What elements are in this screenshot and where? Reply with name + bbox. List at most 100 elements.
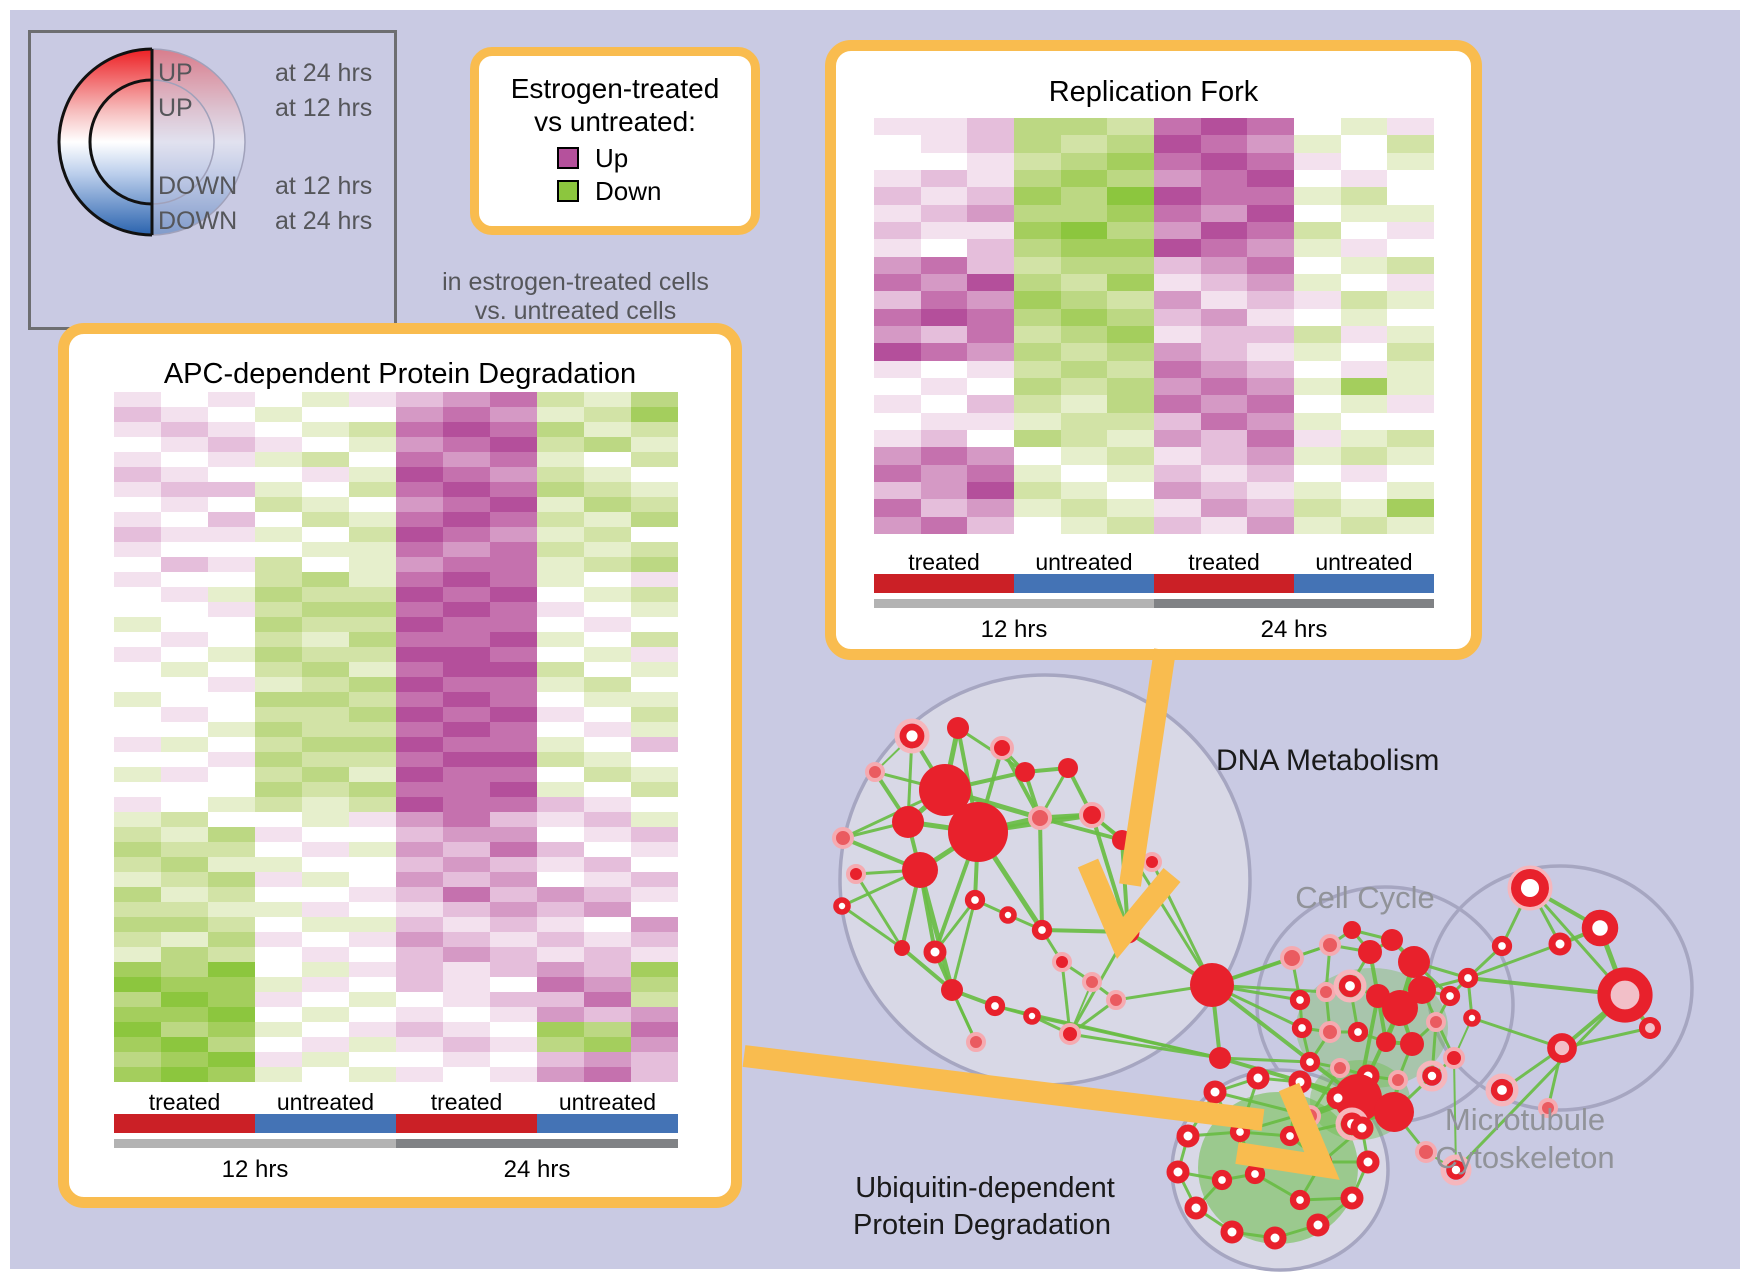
heatmap-cell — [208, 392, 255, 407]
heatmap-cell — [114, 782, 161, 797]
heatmap-cell — [920, 395, 968, 413]
heatmap-cell — [114, 572, 161, 587]
heatmap-cell — [490, 932, 537, 947]
heatmap-cell — [443, 587, 490, 602]
heatmap-cell — [1014, 395, 1061, 413]
heatmap-cell — [584, 542, 631, 557]
heatmap-cell — [349, 527, 396, 542]
heatmap-cell — [1154, 204, 1201, 222]
heatmap-cell — [161, 797, 208, 812]
heatmap-cell — [920, 430, 968, 448]
heatmap-cell — [443, 1022, 490, 1037]
heatmap-cell — [1294, 308, 1341, 326]
heatmap-cell — [161, 557, 208, 572]
heatmap-cell — [967, 412, 1014, 430]
heatmap-cell — [208, 857, 255, 872]
heatmap-cell — [1154, 430, 1201, 448]
heatmap-cell — [255, 902, 302, 917]
heatmap-cell — [1387, 464, 1434, 482]
heatmap-cell — [1154, 499, 1201, 517]
heatmap-cell — [920, 204, 968, 222]
heatmap-cell — [537, 692, 584, 707]
heatmap-cell — [1060, 343, 1108, 361]
heatmap-cell — [920, 516, 968, 534]
heatmap-cell — [490, 617, 537, 632]
heatmap-cell — [874, 482, 921, 500]
heatmap-cell — [490, 737, 537, 752]
heatmap-cell — [874, 378, 921, 396]
heatmap-cell — [537, 992, 584, 1007]
heatmap-cell — [396, 797, 443, 812]
heatmap-cell — [1247, 308, 1294, 326]
heatmap-cell — [114, 662, 161, 677]
heatmap-cell — [443, 767, 490, 782]
heatmap-cell — [1107, 222, 1154, 240]
heatmap-cell — [631, 467, 678, 482]
heatmap-cell — [208, 647, 255, 662]
heatmap-cell — [349, 1037, 396, 1052]
heatmap-cell — [349, 467, 396, 482]
heatmap-cell — [443, 467, 490, 482]
heatmap-cell — [161, 917, 208, 932]
heatmap-cell — [114, 842, 161, 857]
heatmap-cell — [537, 812, 584, 827]
heatmap-cell — [490, 1067, 537, 1082]
heatmap-cell — [114, 527, 161, 542]
heatmap-cell — [1340, 447, 1388, 465]
heatmap-cell — [349, 827, 396, 842]
heatmap-cell — [1387, 118, 1434, 136]
heatmap-cell — [302, 947, 349, 962]
heatmap-cell — [1060, 378, 1108, 396]
heatmap-cell — [537, 422, 584, 437]
heatmap-cell — [255, 647, 302, 662]
heatmap-cell — [920, 447, 968, 465]
heatmap-cell — [1340, 152, 1388, 170]
heatmap-cell — [631, 1052, 678, 1067]
heatmap-cell — [208, 962, 255, 977]
heatmap-cell — [161, 587, 208, 602]
heatmap-cell — [396, 452, 443, 467]
heatmap-cell — [1107, 239, 1154, 257]
heatmap-cell — [349, 542, 396, 557]
heatmap-cell — [349, 962, 396, 977]
heatmap-cell — [114, 692, 161, 707]
heatmap-cell — [255, 572, 302, 587]
heatmap-cell — [302, 587, 349, 602]
heatmap-cell — [1060, 308, 1108, 326]
heatmap-cell — [1247, 170, 1294, 188]
heatmap-cell — [208, 617, 255, 632]
heatmap-cell — [396, 602, 443, 617]
heatmap-cell — [302, 557, 349, 572]
heatmap-cell — [302, 467, 349, 482]
heatmap-cell — [874, 343, 921, 361]
heatmap-cell — [1014, 378, 1061, 396]
heatmap-cell — [1060, 464, 1108, 482]
heatmap-cell — [396, 497, 443, 512]
heatmap-cell — [302, 902, 349, 917]
heatmap-cell — [631, 437, 678, 452]
heatmap-cell — [302, 737, 349, 752]
heatmap-cell — [537, 797, 584, 812]
heatmap-cell — [967, 135, 1014, 153]
heatmap-cell — [631, 1037, 678, 1052]
heatmap-cell — [584, 1022, 631, 1037]
updown-legend-box: Estrogen-treated vs untreated: Up Down — [470, 47, 760, 235]
heatmap-cell — [255, 737, 302, 752]
heatmap-cell — [584, 692, 631, 707]
heatmap-cell — [874, 256, 921, 274]
heatmap-cell — [208, 422, 255, 437]
heatmap-cell — [920, 256, 968, 274]
heatmap-cell — [114, 467, 161, 482]
heatmap-cell — [490, 707, 537, 722]
heatmap-cell — [114, 482, 161, 497]
heatmap-cell — [967, 204, 1014, 222]
up-label: Up — [595, 143, 629, 173]
heatmap-cell — [1060, 447, 1108, 465]
heatmap-cell — [1014, 187, 1061, 205]
heatmap-cell — [161, 722, 208, 737]
heatmap-cell — [490, 797, 537, 812]
heatmap-cell — [1294, 135, 1341, 153]
heatmap-cell — [920, 482, 968, 500]
heatmap-cell — [161, 902, 208, 917]
heatmap-cell — [584, 842, 631, 857]
